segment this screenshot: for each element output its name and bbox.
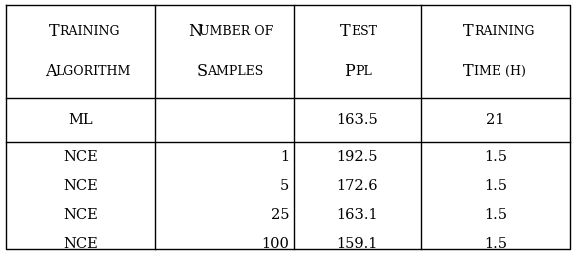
Text: 21: 21 xyxy=(486,113,505,127)
Text: RAINING: RAINING xyxy=(59,25,120,38)
Text: 163.1: 163.1 xyxy=(336,208,378,222)
Text: EST: EST xyxy=(351,25,377,38)
Text: 25: 25 xyxy=(271,208,289,222)
Text: 1.5: 1.5 xyxy=(484,179,507,193)
Text: T: T xyxy=(340,23,351,40)
Text: 163.5: 163.5 xyxy=(336,113,378,127)
Text: ML: ML xyxy=(68,113,93,127)
Text: NCE: NCE xyxy=(63,237,98,251)
Text: IME (H): IME (H) xyxy=(474,65,526,78)
Text: UMBER OF: UMBER OF xyxy=(199,25,274,38)
Text: T: T xyxy=(463,23,474,40)
Text: 1: 1 xyxy=(280,150,289,164)
Text: NCE: NCE xyxy=(63,150,98,164)
Text: 1.5: 1.5 xyxy=(484,150,507,164)
Text: 1.5: 1.5 xyxy=(484,208,507,222)
Text: N: N xyxy=(188,23,203,40)
Text: A: A xyxy=(45,63,56,80)
Text: RAINING: RAINING xyxy=(474,25,535,38)
Text: T: T xyxy=(48,23,59,40)
Text: S: S xyxy=(196,63,207,80)
Text: 1.5: 1.5 xyxy=(484,237,507,251)
Text: T: T xyxy=(463,63,474,80)
Text: AMPLES: AMPLES xyxy=(207,65,263,78)
Text: 172.6: 172.6 xyxy=(336,179,378,193)
Text: NCE: NCE xyxy=(63,208,98,222)
Text: NCE: NCE xyxy=(63,179,98,193)
Text: PL: PL xyxy=(355,65,372,78)
Text: 100: 100 xyxy=(261,237,289,251)
Text: 192.5: 192.5 xyxy=(336,150,378,164)
Text: 159.1: 159.1 xyxy=(336,237,378,251)
Text: 5: 5 xyxy=(280,179,289,193)
Text: P: P xyxy=(344,63,355,80)
Text: LGORITHM: LGORITHM xyxy=(55,65,131,78)
